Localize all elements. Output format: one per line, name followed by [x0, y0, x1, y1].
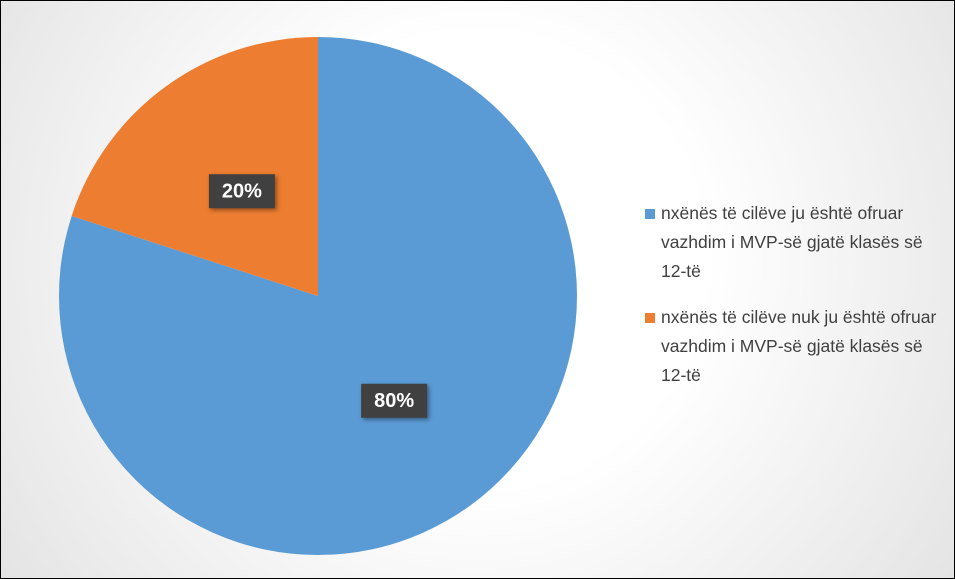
- data-label-text: 80%: [374, 390, 414, 412]
- legend-swatch: [645, 313, 655, 323]
- legend-entry: nxënës të cilëve ju është ofruar vazhdim…: [641, 199, 951, 286]
- data-label-box: [361, 383, 428, 418]
- legend-swatch: [645, 209, 655, 219]
- pie-slice: [71, 37, 318, 296]
- data-label: 80%: [361, 383, 428, 418]
- data-label-box: [208, 174, 275, 209]
- legend-label: nxënës të cilëve nuk ju është ofruar vaz…: [661, 307, 937, 385]
- legend: nxënës të cilëve ju është ofruar vazhdim…: [641, 199, 951, 407]
- data-label: 20%: [208, 174, 275, 209]
- legend-label: nxënës të cilëve ju është ofruar vazhdim…: [661, 203, 923, 281]
- data-label-text: 20%: [222, 181, 262, 203]
- legend-entry: nxënës të cilëve nuk ju është ofruar vaz…: [641, 303, 951, 390]
